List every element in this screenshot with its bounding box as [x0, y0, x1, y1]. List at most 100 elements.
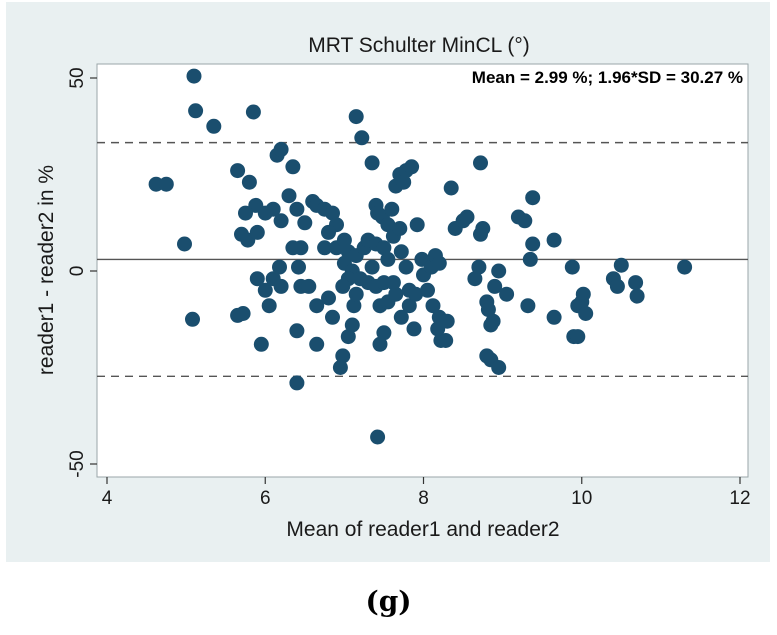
data-point	[289, 375, 305, 391]
data-point	[393, 244, 409, 260]
data-point	[364, 155, 380, 171]
data-point	[525, 236, 541, 252]
data-point	[499, 286, 515, 302]
data-point	[475, 221, 491, 236]
data-point	[185, 311, 200, 327]
x-tick-label: 10	[571, 488, 592, 509]
data-point	[408, 286, 424, 302]
data-point	[385, 275, 401, 291]
x-tick-label: 4	[102, 488, 113, 509]
data-point	[346, 298, 362, 314]
data-point	[398, 259, 414, 275]
data-point	[273, 213, 289, 229]
data-point	[388, 286, 404, 302]
data-point	[393, 309, 409, 325]
data-point	[340, 329, 356, 345]
data-point	[249, 224, 265, 240]
data-point	[235, 306, 251, 321]
data-point	[253, 336, 269, 352]
data-point	[257, 282, 273, 298]
data-point	[289, 323, 305, 339]
data-point	[364, 259, 380, 275]
data-point	[564, 259, 580, 275]
data-point	[517, 213, 533, 229]
data-point	[485, 313, 501, 329]
data-point	[273, 141, 289, 157]
data-point	[332, 360, 348, 375]
axes: 4 6 8 10 12 -50 0 50	[67, 67, 751, 509]
data-point	[467, 271, 483, 287]
data-point	[392, 221, 408, 236]
data-point	[321, 224, 336, 240]
data-point	[578, 306, 594, 321]
data-point	[325, 205, 340, 221]
data-point	[438, 333, 454, 348]
data-point	[241, 174, 257, 190]
data-point	[575, 286, 591, 302]
data-point	[348, 109, 364, 125]
data-point	[238, 205, 253, 221]
x-axis-title: Mean of reader1 and reader2	[286, 518, 559, 541]
data-point	[336, 232, 352, 248]
data-point	[206, 118, 222, 134]
data-point	[425, 298, 441, 314]
data-point	[613, 257, 629, 273]
data-point	[317, 240, 333, 256]
x-tick-label: 12	[729, 488, 750, 509]
data-point	[677, 259, 693, 275]
data-point	[354, 130, 370, 146]
data-point	[230, 163, 246, 179]
data-point	[297, 215, 313, 231]
data-point	[344, 317, 360, 333]
data-point	[420, 282, 435, 298]
data-point	[186, 68, 202, 84]
data-point	[570, 329, 586, 345]
data-point	[376, 240, 392, 256]
data-point	[321, 290, 336, 306]
data-point	[285, 159, 301, 175]
data-point	[520, 298, 536, 314]
data-point	[291, 259, 306, 275]
data-point	[409, 217, 425, 233]
data-point	[459, 209, 475, 225]
data-point	[525, 190, 541, 206]
data-point	[384, 201, 400, 217]
data-point	[309, 298, 325, 314]
data-point	[401, 298, 417, 314]
data-point	[546, 232, 562, 248]
data-point	[245, 104, 261, 120]
data-point	[309, 336, 325, 352]
y-tick-label: 0	[67, 266, 88, 277]
data-point	[546, 309, 562, 325]
data-point	[480, 302, 496, 318]
data-point	[628, 275, 644, 291]
data-point	[406, 321, 422, 337]
data-point	[487, 278, 503, 294]
data-point	[301, 278, 317, 294]
y-tick-label: -50	[67, 450, 88, 477]
chart-title: MRT Schulter MinCL (°)	[308, 34, 530, 57]
data-point	[376, 325, 392, 341]
data-point	[404, 159, 420, 175]
x-tick-label: 6	[260, 488, 271, 509]
data-point	[491, 263, 507, 279]
data-point	[265, 201, 281, 217]
figure-label: (g)	[365, 585, 412, 618]
data-point	[272, 259, 287, 275]
data-point	[372, 336, 388, 352]
data-point	[473, 155, 488, 171]
scatter-chart: MRT Schulter MinCL (°) 4 6 8 10 12 -50 0 50 Mea…	[35, 34, 751, 541]
x-tick-label: 8	[418, 488, 429, 509]
data-point	[335, 348, 351, 364]
data-point	[380, 217, 396, 233]
data-point	[431, 255, 447, 271]
data-point	[177, 236, 192, 252]
y-tick-label: 50	[67, 67, 88, 88]
y-axis-title: reader1 - reader2 in %	[35, 165, 58, 375]
data-point	[396, 174, 412, 190]
data-point	[158, 176, 174, 192]
data-point	[188, 103, 204, 119]
chart-panel: MRT Schulter MinCL (°) 4 6 8 10 12 -50 0 50 Mea…	[6, 2, 770, 562]
mean-sd-annotation: Mean = 2.99 %; 1.96*SD = 30.27 %	[472, 68, 743, 87]
data-point	[443, 180, 459, 196]
